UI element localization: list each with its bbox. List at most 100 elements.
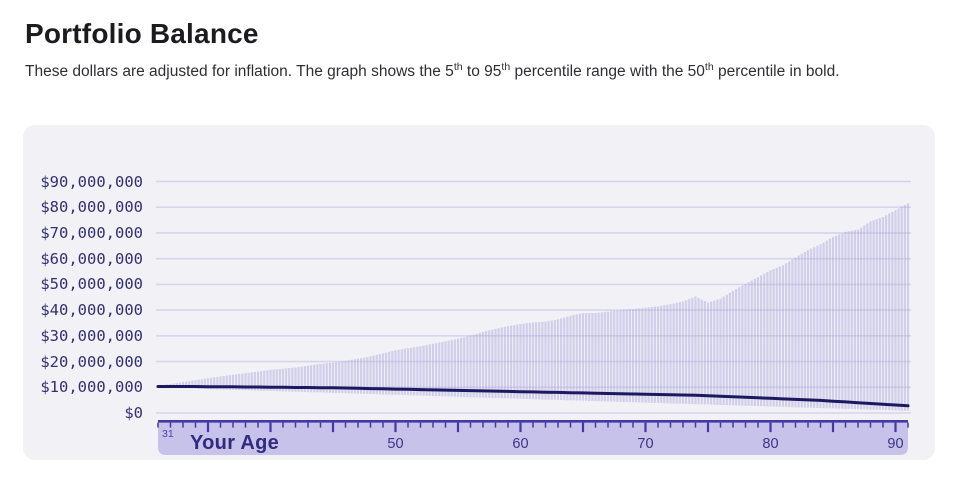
percentile-bar <box>338 361 341 394</box>
percentile-bar <box>335 362 338 393</box>
percentile-bar <box>575 314 578 401</box>
percentile-bar <box>641 308 644 403</box>
page-title: Portfolio Balance <box>25 18 259 49</box>
percentile-bar <box>519 324 522 399</box>
percentile-bar <box>366 356 369 394</box>
percentile-bar <box>700 299 703 405</box>
percentile-bar <box>735 289 738 406</box>
percentile-bar <box>794 257 797 408</box>
y-axis-label: $10,000,000 <box>40 378 143 397</box>
percentile-bar <box>760 275 763 407</box>
percentile-bar <box>553 319 556 400</box>
percentile-bar <box>260 371 263 391</box>
percentile-bar <box>694 296 697 405</box>
percentile-bar <box>353 359 356 394</box>
percentile-bar <box>710 301 713 405</box>
percentile-bar <box>316 364 319 393</box>
percentile-bar <box>303 366 306 393</box>
percentile-bar <box>319 363 322 393</box>
percentile-range-bars <box>156 203 910 411</box>
percentile-bar <box>675 302 678 404</box>
percentile-bar <box>872 220 875 410</box>
percentile-bar <box>291 367 294 392</box>
percentile-bar <box>381 353 385 395</box>
percentile-bar <box>838 234 841 409</box>
percentile-bar <box>866 223 869 410</box>
percentile-bar <box>563 317 566 401</box>
percentile-bar <box>803 251 806 408</box>
ordinal-suffix: th <box>501 60 511 73</box>
percentile-bar <box>781 265 785 407</box>
percentile-bar <box>194 380 197 389</box>
percentile-bar <box>297 367 300 392</box>
percentile-bar <box>469 335 472 398</box>
percentile-bar <box>444 341 447 397</box>
percentile-bar <box>744 283 747 406</box>
percentile-bar <box>522 323 525 399</box>
chart-description: These dollars are adjusted for inflation… <box>25 60 840 83</box>
percentile-bar <box>719 298 722 406</box>
percentile-bar <box>460 337 463 397</box>
percentile-bar <box>766 271 769 407</box>
percentile-bar <box>278 369 281 392</box>
percentile-bar <box>450 339 453 397</box>
percentile-bar <box>328 362 331 393</box>
x-axis-tick-label: 50 <box>387 436 403 452</box>
percentile-bar <box>769 270 772 407</box>
percentile-bar <box>688 298 691 404</box>
percentile-bar <box>375 354 378 395</box>
percentile-bar <box>228 375 231 390</box>
percentile-bar <box>241 373 244 391</box>
percentile-bar <box>200 379 203 389</box>
percentile-bar <box>513 325 516 399</box>
percentile-bar <box>463 337 466 398</box>
percentile-bar <box>775 267 778 407</box>
percentile-bar <box>894 210 897 411</box>
percentile-bar <box>716 299 719 405</box>
percentile-bar <box>756 277 760 407</box>
percentile-bar <box>244 373 247 391</box>
percentile-bar <box>322 363 325 393</box>
percentile-bar <box>622 309 625 402</box>
x-axis-tick-label: 80 <box>762 436 778 452</box>
ordinal-suffix: th <box>704 60 714 73</box>
percentile-bar <box>706 302 710 405</box>
percentile-bar <box>219 376 222 390</box>
percentile-bar <box>813 247 816 408</box>
percentile-bar <box>644 307 647 403</box>
percentile-bar <box>475 333 478 398</box>
percentile-bar <box>560 318 563 401</box>
percentile-bar <box>453 339 456 397</box>
percentile-bar <box>488 330 491 398</box>
percentile-bar <box>656 306 660 403</box>
percentile-bar <box>638 308 641 403</box>
percentile-bar <box>631 309 635 403</box>
percentile-bar <box>331 362 335 393</box>
percentile-bar <box>628 309 631 403</box>
percentile-bar <box>860 227 863 410</box>
percentile-bar <box>581 313 585 401</box>
percentile-bar <box>253 371 256 391</box>
percentile-bar <box>197 379 200 389</box>
percentile-bar <box>447 340 450 397</box>
description-text: percentile in bold. <box>713 63 840 80</box>
percentile-bar <box>788 261 791 408</box>
percentile-bar <box>613 310 616 402</box>
percentile-bar <box>213 377 216 390</box>
percentile-bar <box>547 321 550 400</box>
percentile-bar <box>725 294 728 406</box>
percentile-bar <box>191 380 194 389</box>
percentile-bar <box>728 292 731 406</box>
percentile-bar <box>272 369 275 392</box>
percentile-bar <box>397 349 400 395</box>
percentile-bar <box>491 329 494 398</box>
y-axis-label: $60,000,000 <box>40 249 143 268</box>
percentile-bar <box>456 338 460 397</box>
percentile-bar <box>231 374 235 390</box>
percentile-bar <box>703 301 706 405</box>
percentile-bar <box>419 346 422 396</box>
percentile-bar <box>222 376 225 390</box>
percentile-bar <box>697 298 700 405</box>
percentile-bar <box>185 381 188 389</box>
